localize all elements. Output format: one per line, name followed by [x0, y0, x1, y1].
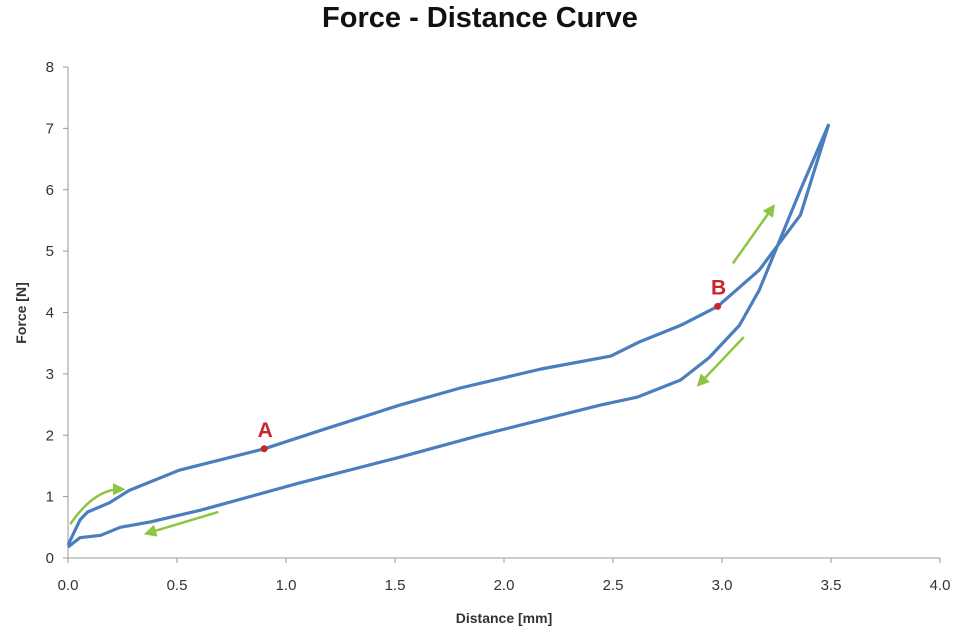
- y-axis-label: Force [N]: [13, 282, 29, 343]
- point-b-marker: [714, 302, 722, 310]
- x-tick-label: 3.5: [821, 577, 842, 594]
- x-tick-label: 3.0: [712, 577, 733, 594]
- x-tick-label: 0.0: [58, 577, 79, 594]
- x-tick-label: 1.0: [276, 577, 297, 594]
- chart-title: Force - Distance Curve: [322, 2, 638, 34]
- y-tick-label: 1: [46, 489, 54, 506]
- direction-arrow: [143, 510, 219, 537]
- y-tick-label: 0: [46, 550, 54, 567]
- y-tick-label: 2: [46, 427, 54, 444]
- y-tick-label: 6: [46, 182, 54, 199]
- point-a-marker: [260, 445, 268, 453]
- y-tick-label: 8: [46, 59, 54, 76]
- unloading-curve: [67, 123, 831, 549]
- x-tick-label: 1.5: [385, 577, 406, 594]
- x-tick-label: 2.0: [494, 577, 515, 594]
- y-tick-label: 3: [46, 366, 54, 383]
- x-tick-label: 2.5: [603, 577, 624, 594]
- direction-arrow: [69, 483, 126, 525]
- x-tick-label: 4.0: [930, 577, 951, 594]
- point-a-label: A: [258, 419, 273, 442]
- direction-arrow: [696, 336, 745, 387]
- y-tick-label: 4: [46, 305, 54, 322]
- direction-arrow: [731, 204, 776, 265]
- point-b-label: B: [711, 276, 726, 299]
- y-tick-label: 5: [46, 243, 54, 260]
- x-tick-label: 0.5: [167, 577, 188, 594]
- y-tick-label: 7: [46, 120, 54, 137]
- loading-curve: [66, 123, 831, 546]
- x-axis-label: Distance [mm]: [456, 610, 552, 626]
